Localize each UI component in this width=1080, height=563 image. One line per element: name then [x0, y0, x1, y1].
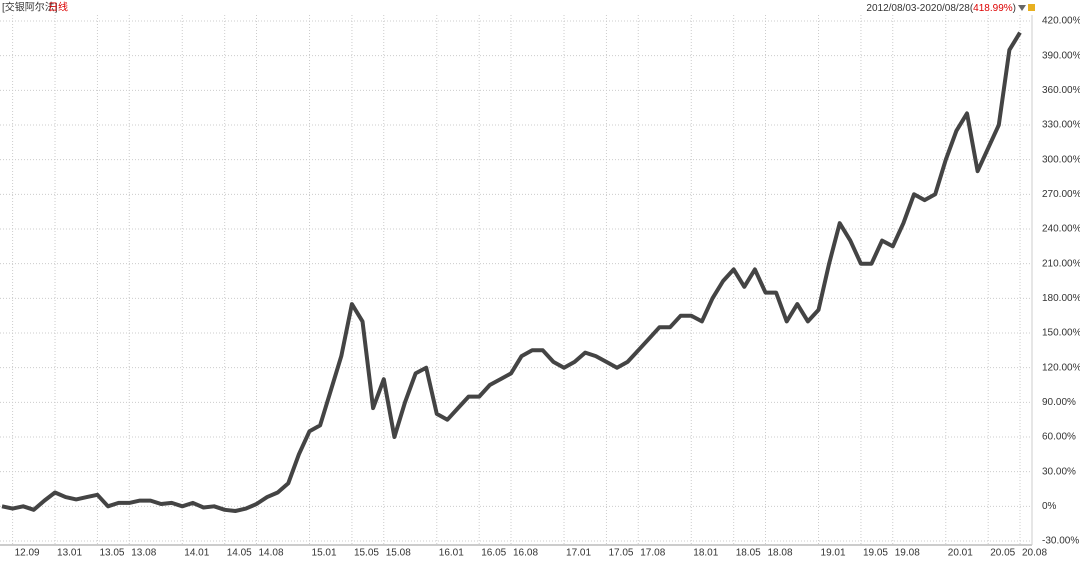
- y-tick-label: 240.00%: [1042, 224, 1080, 235]
- line: [1, 31, 1022, 513]
- x-tick-label: 15.05: [354, 548, 379, 559]
- x-tick-label: 18.08: [768, 548, 793, 559]
- y-tick-label: 330.00%: [1042, 120, 1080, 131]
- x-tick-label: 20.08: [1022, 548, 1047, 559]
- x-tick-label: 17.01: [566, 548, 591, 559]
- fund-name: [交银阿尔法]: [2, 1, 58, 14]
- x-tick-label: 17.08: [640, 548, 665, 559]
- x-tick-label: 13.05: [99, 548, 124, 559]
- x-tick-label: 13.08: [131, 548, 156, 559]
- x-tick-label: 13.01: [57, 548, 82, 559]
- range-text: 2012/08/03-2020/08/28(: [866, 3, 973, 14]
- y-tick-label: 300.00%: [1042, 154, 1080, 165]
- x-tick-label: 19.05: [863, 548, 888, 559]
- lock-icon[interactable]: [1028, 4, 1035, 11]
- y-tick-label: 120.00%: [1042, 362, 1080, 373]
- x-tick-label: 12.09: [15, 548, 40, 559]
- y-tick-label: 360.00%: [1042, 85, 1080, 96]
- x-tick-label: 14.08: [259, 548, 284, 559]
- x-tick-label: 16.05: [481, 548, 506, 559]
- x-tick-label: 18.01: [693, 548, 718, 559]
- x-tick-label: 19.08: [895, 548, 920, 559]
- x-tick-label: 16.08: [513, 548, 538, 559]
- y-tick-label: 30.00%: [1042, 466, 1076, 477]
- y-tick-label: 270.00%: [1042, 189, 1080, 200]
- x-tick-label: 19.01: [821, 548, 846, 559]
- x-tick-label: 20.05: [990, 548, 1015, 559]
- y-tick-label: 90.00%: [1042, 397, 1076, 408]
- y-tick-label: 420.00%: [1042, 16, 1080, 27]
- range: 2012/08/03-2020/08/28(418.99%): [866, 3, 1016, 14]
- y-tick-label: 390.00%: [1042, 50, 1080, 61]
- y-tick-label: 60.00%: [1042, 432, 1076, 443]
- x-tick-label: 17.05: [608, 548, 633, 559]
- dropdown-icon[interactable]: [1018, 5, 1026, 11]
- x-tick-label: 18.05: [736, 548, 761, 559]
- x-tick-label: 15.08: [386, 548, 411, 559]
- x-tick-label: 14.05: [227, 548, 252, 559]
- x-tick-label: 20.01: [948, 548, 973, 559]
- x-tick-label: 14.01: [184, 548, 209, 559]
- y-tick-label: 150.00%: [1042, 328, 1080, 339]
- y-tick-label: -30.00%: [1042, 536, 1079, 547]
- x-tick-label: 15.01: [312, 548, 337, 559]
- y-tick-label: 210.00%: [1042, 258, 1080, 269]
- y-tick-label: 180.00%: [1042, 293, 1080, 304]
- period-type: 日线: [48, 1, 68, 14]
- x-tick-label: 16.01: [439, 548, 464, 559]
- y-tick-label: 0%: [1042, 501, 1057, 512]
- range-close: ): [1013, 3, 1016, 14]
- range-return: 418.99%: [973, 3, 1013, 14]
